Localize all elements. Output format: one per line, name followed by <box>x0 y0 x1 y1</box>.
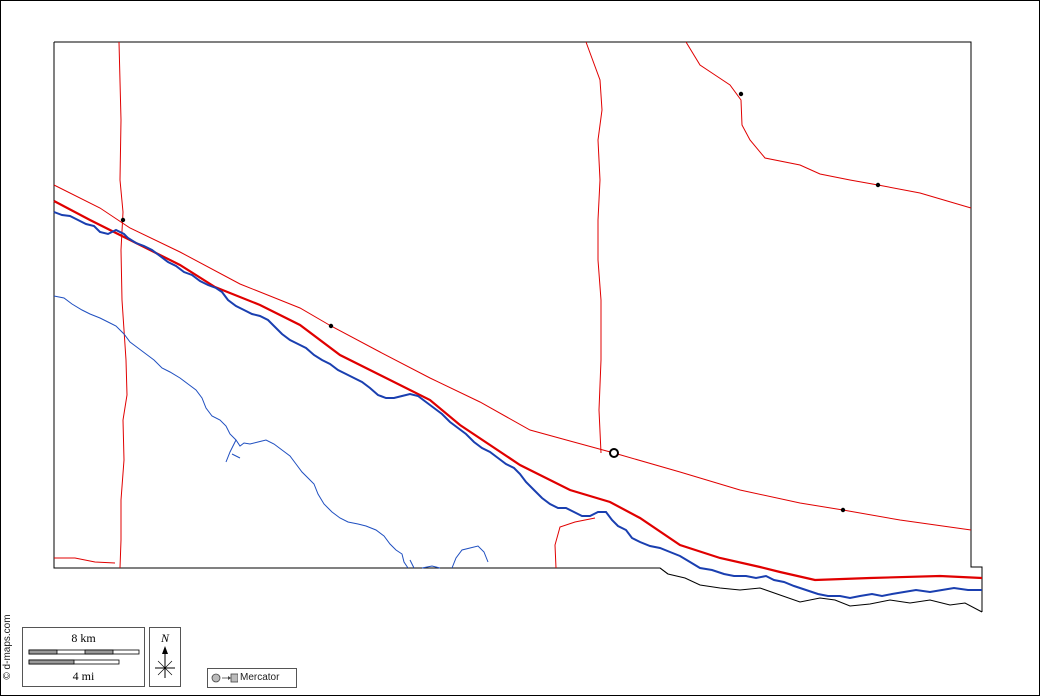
main-river <box>53 211 982 600</box>
north-label: N <box>160 631 169 645</box>
projection-label-box: Mercator <box>207 668 297 688</box>
highway-diagonal <box>53 184 972 531</box>
stream-branch-south <box>451 545 489 569</box>
scale-bar: 8 km 4 mi <box>22 627 145 687</box>
stream-branch-small <box>225 439 241 463</box>
projection-name: Mercator <box>240 672 280 683</box>
boundary-northeast <box>685 41 972 209</box>
credit-text: © d-maps.com <box>2 614 13 680</box>
compass-rose-icon <box>155 646 175 678</box>
capital-marker <box>609 448 619 458</box>
town-dot <box>738 91 744 97</box>
scale-km-label: 8 km <box>71 631 96 645</box>
projection-globe-icon <box>211 673 238 683</box>
scale-mi-label: 4 mi <box>72 669 95 683</box>
north-compass: N <box>149 627 181 687</box>
town-dot <box>120 217 126 223</box>
scale-bar-graphic <box>28 649 140 665</box>
map-area-border <box>53 41 983 612</box>
boundary-west-vertical <box>118 41 128 569</box>
boundary-central-vertical <box>585 41 603 454</box>
southern-shoreline <box>659 567 983 613</box>
town-dot <box>840 507 846 513</box>
boundary-south-central <box>554 517 596 569</box>
boundary-south-west <box>54 557 116 564</box>
town-dot <box>328 323 334 329</box>
thick-border-line <box>53 200 983 582</box>
town-dot <box>875 182 881 188</box>
tributary-stream <box>53 295 409 569</box>
stream-south-end <box>409 559 441 569</box>
